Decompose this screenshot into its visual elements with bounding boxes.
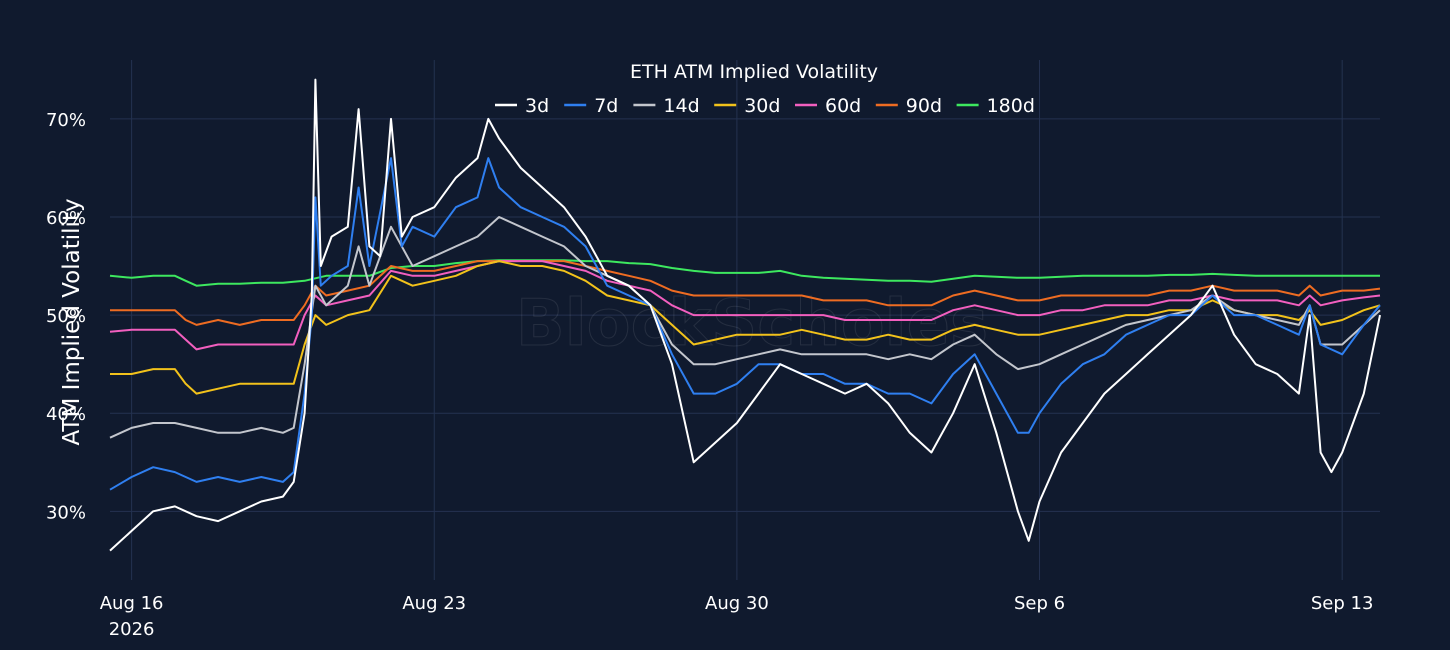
legend-item-90d[interactable]: 90d xyxy=(875,95,942,117)
series-line-180d xyxy=(109,259,1380,287)
legend-label: 30d xyxy=(744,95,780,117)
chart-title: ETH ATM Implied Volatility xyxy=(630,61,878,83)
series-line-60d xyxy=(109,260,1381,351)
legend-item-30d[interactable]: 30d xyxy=(714,95,780,117)
y-tick-label: 70% xyxy=(46,110,86,131)
legend-item-14d[interactable]: 14d xyxy=(633,95,700,117)
legend-label: 3d xyxy=(525,95,549,117)
legend-label: 180d xyxy=(987,95,1035,117)
x-tick-label: Aug 30 xyxy=(705,593,769,614)
legend-item-60d[interactable]: 60d xyxy=(795,95,861,117)
x-axis: Aug 16 2026 Aug 23 Aug 30 Sep 6 Sep 13 xyxy=(100,593,1374,640)
y-tick-label: 40% xyxy=(46,404,86,425)
legend-item-180d[interactable]: 180d xyxy=(956,95,1035,117)
y-tick-label: 30% xyxy=(46,502,86,523)
x-tick-label: Aug 16 xyxy=(100,593,164,614)
legend-item-3d[interactable]: 3d xyxy=(495,95,549,117)
series-line-3d xyxy=(109,78,1381,552)
watermark: BlockScholes xyxy=(516,287,988,361)
x-tick-year-label: 2026 xyxy=(109,619,155,640)
y-axis: 30% 40% 50% 60% 70% xyxy=(46,110,86,523)
y-tick-label: 60% xyxy=(46,208,86,229)
series-line-90d xyxy=(110,260,1381,326)
legend-item-7d[interactable]: 7d xyxy=(564,95,618,117)
legend[interactable]: 3d 7d 14d 30d 60d 90d 180d xyxy=(495,95,1035,117)
x-tick-label: Aug 23 xyxy=(402,593,466,614)
y-axis-label: ATM Implied Volatility xyxy=(59,198,85,445)
y-tick-label: 50% xyxy=(46,306,86,327)
x-tick-label: Sep 6 xyxy=(1014,593,1065,614)
legend-label: 90d xyxy=(906,95,942,117)
legend-label: 7d xyxy=(594,95,618,117)
x-tick-label: Sep 13 xyxy=(1311,593,1374,614)
legend-label: 14d xyxy=(663,95,699,117)
series-layer xyxy=(109,78,1381,552)
legend-label: 60d xyxy=(825,95,861,117)
